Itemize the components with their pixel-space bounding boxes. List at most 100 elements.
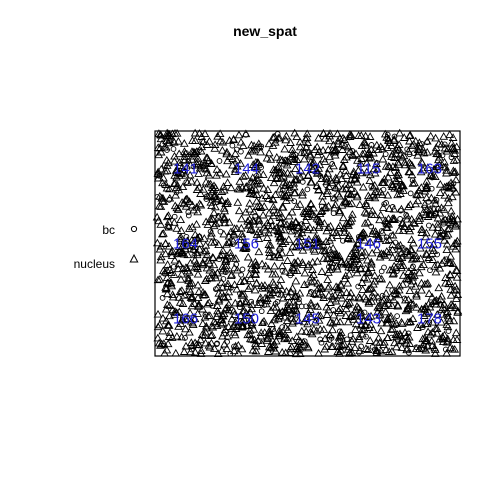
point-nucleus (177, 286, 187, 294)
point-bc (382, 151, 389, 157)
point-nucleus (394, 170, 403, 179)
point-nucleus (395, 329, 405, 338)
point-nucleus (300, 268, 310, 277)
point-nucleus (266, 240, 275, 249)
point-nucleus (366, 311, 376, 320)
point-nucleus (229, 346, 239, 355)
point-nucleus (213, 283, 223, 291)
point-nucleus (416, 254, 425, 263)
point-bc (318, 339, 325, 346)
point-nucleus (159, 229, 168, 237)
point-nucleus (435, 334, 445, 343)
point-nucleus (283, 168, 292, 177)
point-nucleus (300, 280, 309, 288)
point-nucleus (439, 132, 449, 140)
point-nucleus (164, 158, 173, 167)
point-nucleus (383, 295, 393, 303)
point-nucleus (395, 128, 405, 137)
point-nucleus (218, 145, 227, 154)
point-nucleus (273, 250, 283, 259)
point-nucleus (349, 311, 359, 320)
point-nucleus (339, 339, 349, 348)
point-nucleus (176, 274, 186, 283)
point-nucleus (271, 168, 281, 177)
point-nucleus (347, 199, 357, 207)
point-nucleus (276, 168, 286, 177)
point-nucleus (163, 260, 172, 268)
point-nucleus (394, 160, 403, 168)
point-bc (383, 200, 389, 206)
point-nucleus (216, 136, 225, 145)
point-nucleus (171, 348, 181, 357)
point-nucleus (412, 291, 421, 300)
point-nucleus (305, 149, 315, 158)
point-nucleus (165, 135, 174, 144)
point-nucleus (245, 204, 255, 213)
point-nucleus (416, 183, 426, 191)
point-nucleus (281, 308, 290, 317)
point-nucleus (282, 220, 292, 228)
point-nucleus (392, 342, 401, 351)
point-nucleus (294, 221, 304, 229)
point-nucleus (176, 235, 186, 244)
point-nucleus (321, 237, 331, 245)
point-nucleus (414, 216, 424, 225)
point-nucleus (289, 263, 298, 272)
point-nucleus (404, 167, 414, 175)
point-nucleus (321, 172, 331, 181)
point-nucleus (292, 202, 302, 210)
point-nucleus (190, 128, 200, 137)
point-nucleus (330, 203, 339, 212)
point-nucleus (364, 312, 373, 321)
point-nucleus (252, 202, 262, 210)
point-nucleus (435, 188, 445, 197)
point-nucleus (322, 226, 332, 235)
point-nucleus (192, 219, 201, 228)
point-nucleus (384, 161, 393, 170)
point-nucleus (336, 257, 346, 266)
point-nucleus (257, 193, 267, 202)
point-nucleus (170, 171, 180, 179)
point-nucleus (285, 344, 295, 353)
point-nucleus (386, 325, 396, 333)
point-nucleus (422, 147, 432, 156)
point-nucleus (310, 246, 320, 255)
point-nucleus (306, 301, 316, 309)
point-nucleus (429, 297, 439, 305)
point-nucleus (163, 300, 172, 309)
point-nucleus (335, 221, 345, 229)
point-nucleus (247, 140, 256, 149)
point-nucleus (211, 219, 221, 228)
point-bc (375, 298, 382, 304)
point-nucleus (203, 299, 212, 308)
point-nucleus (253, 300, 263, 309)
point-nucleus (229, 135, 238, 144)
point-nucleus (363, 191, 373, 200)
point-nucleus (404, 332, 414, 341)
point-nucleus (172, 128, 182, 137)
point-nucleus (325, 245, 335, 253)
point-nucleus (201, 246, 211, 255)
point-nucleus (446, 285, 456, 293)
point-nucleus (207, 201, 216, 210)
point-nucleus (347, 337, 357, 345)
point-nucleus (185, 224, 194, 232)
point-nucleus (330, 253, 340, 261)
point-nucleus (440, 182, 449, 191)
point-nucleus (358, 182, 368, 191)
point-nucleus (352, 302, 362, 310)
point-nucleus (394, 140, 404, 148)
point-nucleus (196, 346, 206, 355)
point-nucleus (190, 347, 200, 356)
point-nucleus (366, 319, 375, 328)
point-nucleus (385, 280, 395, 289)
point-nucleus (354, 292, 363, 301)
point-nucleus (281, 178, 291, 187)
point-nucleus (286, 169, 296, 178)
point-nucleus (400, 157, 410, 166)
point-nucleus (312, 213, 322, 222)
point-nucleus (291, 259, 301, 267)
legend-marker-triangle (129, 253, 139, 263)
point-nucleus (407, 263, 417, 271)
quadrat-count-r2-c3: 143 (356, 311, 381, 328)
